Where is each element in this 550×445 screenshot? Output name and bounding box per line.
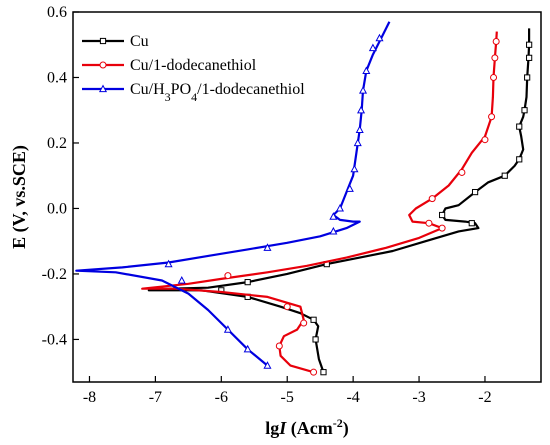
triangle-marker [362,66,371,75]
series-0 [147,28,533,376]
triangle-marker [243,344,252,353]
series-2 [75,21,391,369]
x-axis-title: lgI (Acm-2) [265,416,349,439]
x-tick-label: -2 [478,389,491,406]
square-marker [310,316,317,323]
triangle-marker [164,259,173,268]
circle-marker [488,113,496,121]
triangle-marker [223,325,232,333]
series-1 [141,31,500,376]
triangle-marker [263,361,272,369]
triangle-marker [353,138,362,147]
legend-label: Cu/H3PO4/1-dodecanethiol [130,81,305,104]
square-marker [468,220,475,227]
square-marker [99,37,107,45]
circle-marker [490,73,498,81]
triangle-marker [358,86,368,94]
circle-marker [481,136,489,144]
square-marker [521,107,528,114]
series-line [147,28,531,373]
square-marker [516,156,523,163]
x-tick-label: -3 [412,389,425,406]
circle-marker [425,219,433,227]
y-axis-title: E (V, vs.SCE) [9,145,30,249]
x-tick-label: -7 [149,389,162,406]
triangle-marker [263,243,272,251]
square-marker [320,369,327,376]
x-tick-label: -8 [83,389,96,406]
triangle-marker [329,212,338,220]
axis-ticks: -8 -7 -6 -5 -4 -3 -2 -0.4 -0.2 0.0 0.2 0.4 0.6 [42,4,492,406]
triangle-marker [350,164,359,173]
square-marker [244,279,251,286]
square-marker [526,54,533,61]
plot-frame [72,11,542,383]
x-tick-label: -4 [346,389,359,406]
series-layer [75,21,533,376]
square-marker [312,336,319,343]
square-marker [501,172,508,179]
square-marker [439,211,446,219]
y-tick-label: 0.4 [47,69,67,86]
circle-marker [438,224,446,232]
y-tick-label: -0.2 [42,266,67,283]
triangle-marker [177,276,186,284]
x-tick-label: -6 [215,389,228,406]
square-marker [526,41,533,48]
y-tick-label: 0.6 [47,4,67,21]
triangle-marker [335,203,344,212]
circle-marker [310,368,318,376]
x-tick-label: -5 [281,389,294,406]
circle-marker [99,61,107,69]
square-marker [471,188,479,196]
triangle-marker [368,43,377,52]
legend: Cu Cu/1-dodecanethiol Cu/H3PO4/1-dodecanet… [82,33,305,104]
circle-marker [224,272,232,280]
y-tick-label: -0.4 [42,331,67,348]
triangle-marker [357,105,366,114]
triangle-marker [98,84,108,93]
square-marker [516,123,523,130]
triangle-marker [355,125,364,133]
triangle-marker [329,226,338,235]
square-marker [524,74,531,81]
triangle-marker [375,33,384,42]
circle-marker [275,342,283,350]
circle-marker [283,303,291,311]
legend-label: Cu [130,33,149,50]
legend-entry: Cu/1-dodecanethiol [82,57,257,74]
y-tick-label: 0.0 [47,200,67,217]
circle-marker [491,54,499,62]
series-line [141,31,498,374]
triangle-marker [345,184,354,192]
circle-marker [458,168,466,176]
legend-label: Cu/1-dodecanethiol [130,57,257,74]
legend-entry: Cu [82,33,149,50]
circle-marker [300,319,308,327]
legend-entry: Cu/H3PO4/1-dodecanethiol [82,81,305,104]
circle-marker [428,195,436,203]
circle-marker [492,37,500,45]
y-tick-label: 0.2 [47,135,67,152]
